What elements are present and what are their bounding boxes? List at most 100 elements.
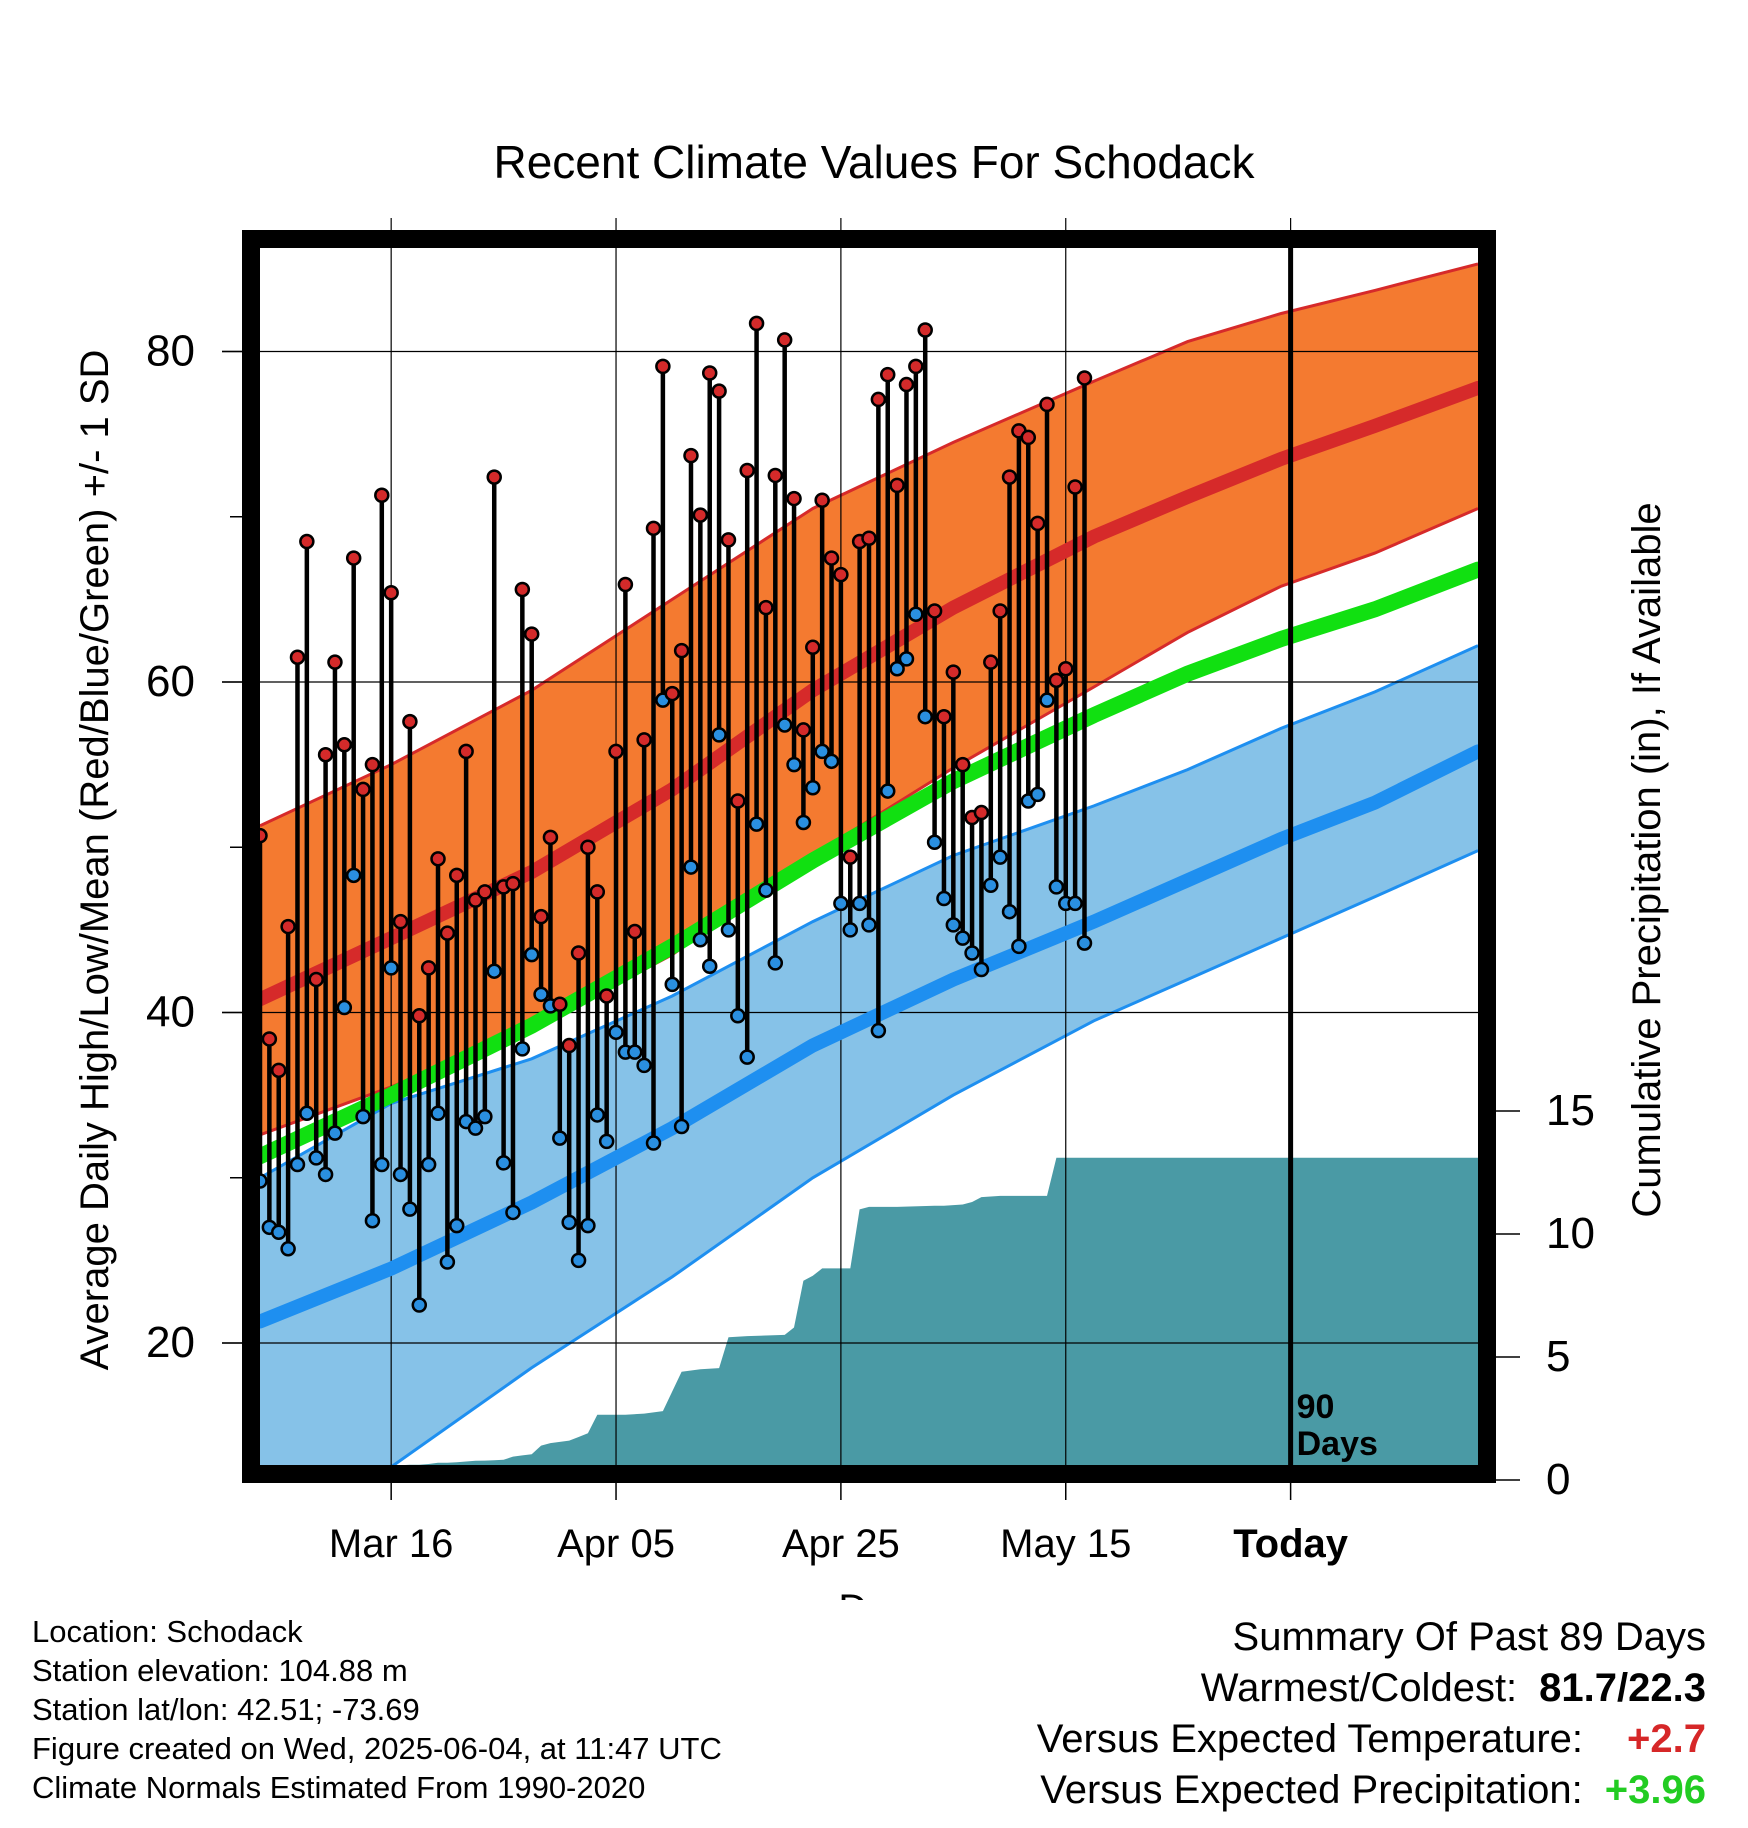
- daily-low-point: [495, 1155, 512, 1171]
- daily-high-point: [608, 743, 624, 760]
- daily-high-point: [945, 664, 962, 680]
- y-axis-title: Average Daily High/Low/Mean (Red/Blue/Gr…: [73, 350, 117, 1371]
- y2-tick-label: 5: [1546, 1332, 1570, 1381]
- daily-high-point: [289, 649, 306, 665]
- daily-low-point: [289, 1156, 306, 1173]
- x-tick-label: Apr 05: [557, 1522, 675, 1566]
- y-tick-label: 40: [146, 988, 195, 1037]
- daily-high-point: [486, 469, 502, 485]
- daily-low-point: [439, 1254, 456, 1270]
- daily-low-point: [973, 961, 990, 978]
- daily-high-point: [617, 576, 634, 593]
- daily-low-point: [645, 1135, 662, 1151]
- daily-high-point: [917, 322, 933, 338]
- daily-high-point: [345, 550, 362, 566]
- latlon-text: Station lat/lon: 42.51; -73.69: [32, 1692, 420, 1727]
- daily-low-point: [673, 1118, 690, 1135]
- daily-low-point: [411, 1297, 428, 1313]
- y-tick-label: 20: [146, 1318, 195, 1367]
- daily-low-point: [308, 1150, 324, 1166]
- daily-high-point: [889, 477, 905, 494]
- daily-low-point: [552, 1130, 568, 1146]
- warmest-coldest-value: 81.7/22.3: [1539, 1666, 1706, 1710]
- daily-high-point: [561, 1037, 577, 1054]
- daily-high-point: [879, 366, 896, 383]
- daily-high-point: [833, 566, 849, 583]
- daily-low-point: [748, 816, 765, 832]
- x-tick-label: Apr 25: [782, 1522, 900, 1566]
- y2-axis-title: Cumulative Precipitation (in), If Availa…: [1625, 502, 1669, 1217]
- daily-low-point: [1011, 938, 1027, 955]
- daily-high-point: [655, 358, 671, 375]
- daily-high-point: [692, 507, 709, 523]
- precip-anomaly-row: Versus Expected Precipitation: +3.96: [1037, 1765, 1706, 1816]
- daily-high-point: [645, 520, 662, 537]
- daily-high-point: [1001, 469, 1018, 485]
- daily-low-point: [851, 895, 868, 912]
- daily-low-point: [954, 930, 971, 946]
- daily-high-point: [786, 490, 802, 507]
- daily-low-point: [833, 895, 849, 912]
- daily-high-point: [936, 708, 952, 725]
- plot-border: [242, 230, 1496, 1483]
- daily-low-point: [336, 999, 353, 1016]
- daily-low-point: [430, 1105, 446, 1122]
- daily-high-point: [711, 383, 727, 399]
- daily-low-point: [636, 1057, 652, 1074]
- daily-high-point: [589, 884, 606, 900]
- created-text: Figure created on Wed, 2025-06-04, at 11…: [32, 1731, 722, 1766]
- normal-low-line: [260, 744, 1478, 1329]
- station-info: Location: Schodack Station elevation: 10…: [32, 1612, 722, 1807]
- daily-high-point: [364, 756, 381, 773]
- climate-chart: Recent Climate Values For Schodack 90Day…: [73, 136, 1669, 1600]
- daily-low-point: [936, 890, 952, 907]
- daily-low-point: [598, 1133, 615, 1150]
- daily-high-point: [823, 550, 840, 566]
- daily-high-point: [580, 839, 596, 855]
- precip-anomaly-value: +3.96: [1604, 1768, 1706, 1812]
- daily-high-point: [1058, 661, 1074, 677]
- daily-low-point: [392, 1166, 409, 1183]
- daily-high-point: [355, 781, 371, 798]
- y2-tick-label: 10: [1546, 1209, 1595, 1258]
- daily-high-point: [1020, 429, 1037, 446]
- daily-low-point: [964, 945, 980, 961]
- daily-high-point: [570, 945, 587, 961]
- daily-low-point: [786, 756, 802, 773]
- daily-low-point: [486, 963, 502, 979]
- daily-low-point: [345, 867, 362, 884]
- daily-high-point: [505, 875, 521, 892]
- daily-low-point: [383, 960, 399, 976]
- x-tick-label: Today: [1233, 1522, 1349, 1566]
- daily-low-point: [992, 849, 1008, 865]
- precip-anomaly-label: Versus Expected Precipitation:: [1040, 1768, 1583, 1812]
- x-axis-title: Day: [838, 1587, 909, 1600]
- daily-low-point: [917, 708, 933, 725]
- y2-tick-label: 15: [1546, 1086, 1595, 1135]
- daily-high-point: [317, 746, 334, 763]
- chart-title: Recent Climate Values For Schodack: [493, 136, 1255, 188]
- daily-low-point: [730, 1008, 746, 1024]
- daily-low-point: [739, 1049, 755, 1065]
- daily-high-point: [748, 315, 765, 332]
- daily-high-point: [805, 639, 821, 656]
- daily-low-point: [823, 753, 840, 770]
- y-tick-label: 60: [146, 657, 195, 706]
- daily-high-point: [392, 913, 409, 930]
- daily-high-point: [861, 530, 877, 546]
- low-sd-band-lower-edge: [391, 849, 1478, 1465]
- daily-high-point: [299, 533, 315, 550]
- daily-low-point: [467, 1120, 484, 1136]
- daily-high-point: [983, 654, 999, 670]
- daily-high-point: [730, 793, 746, 809]
- warmest-coldest-row: Warmest/Coldest: 81.7/22.3: [1037, 1663, 1706, 1714]
- high-sd-band-upper-edge: [260, 262, 1478, 828]
- daily-low-point: [879, 783, 896, 799]
- y-tick-label: 80: [146, 327, 195, 376]
- daily-high-point: [814, 492, 830, 508]
- daily-low-point: [898, 651, 915, 667]
- daily-high-point: [1029, 515, 1046, 532]
- daily-low-point: [767, 955, 784, 971]
- daily-low-point: [711, 727, 727, 743]
- daily-high-point: [842, 849, 859, 865]
